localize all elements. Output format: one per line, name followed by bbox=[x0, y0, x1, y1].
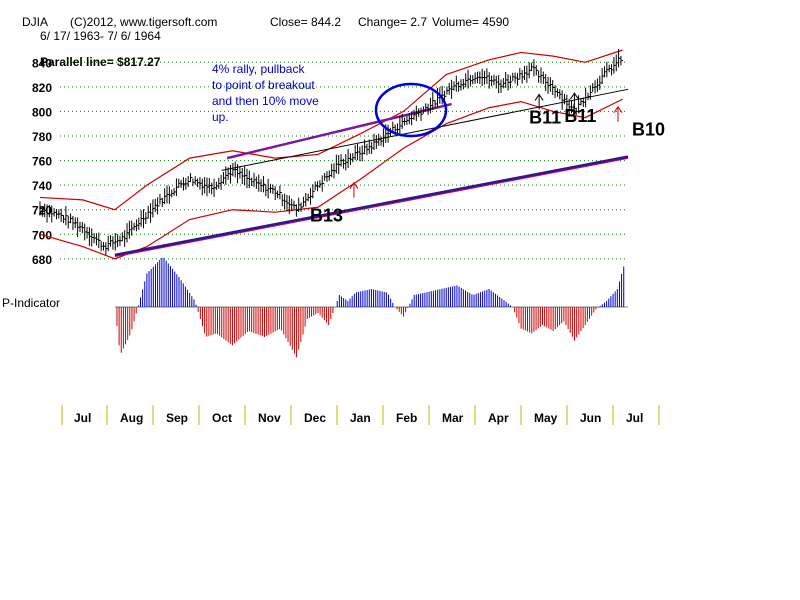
month-label: Jul bbox=[74, 411, 91, 425]
y-tick-label: 820 bbox=[32, 81, 52, 95]
signal-arrowhead bbox=[569, 92, 579, 100]
support-line bbox=[114, 155, 629, 257]
y-tick-label: 740 bbox=[32, 179, 52, 193]
signal-arrowhead bbox=[613, 105, 623, 113]
month-label: Aug bbox=[120, 411, 143, 425]
support-line-accent bbox=[114, 157, 629, 258]
header-symbol: DJIA bbox=[22, 15, 48, 29]
annotation-line-1: 4% rally, pullback bbox=[212, 62, 305, 76]
month-label: Feb bbox=[396, 411, 417, 425]
header-volume: Volume= 4590 bbox=[432, 15, 509, 29]
y-tick-label: 800 bbox=[32, 105, 52, 119]
signal-arrowhead bbox=[534, 93, 544, 101]
header-copyright: (C)2012, www.tigersoft.com bbox=[70, 15, 217, 29]
month-label: Oct bbox=[212, 411, 232, 425]
signal-label: B13 bbox=[310, 206, 343, 226]
signal-label: B10 bbox=[632, 120, 665, 140]
annotation-line-2: to point of breakout bbox=[212, 78, 315, 92]
header-date-range: 6/ 17/ 1963- 7/ 6/ 1964 bbox=[40, 29, 161, 43]
annotation: 4% rally, pullback to point of breakout … bbox=[212, 62, 319, 124]
month-label: Jun bbox=[580, 411, 601, 425]
month-label: Jul bbox=[626, 411, 643, 425]
price-bars bbox=[39, 49, 623, 255]
p-indicator bbox=[114, 257, 628, 358]
month-label: Sep bbox=[166, 411, 188, 425]
signals: B13 B11 B11 B10 bbox=[310, 92, 665, 226]
month-label: Jan bbox=[350, 411, 371, 425]
month-label: Nov bbox=[258, 411, 281, 425]
gridlines bbox=[60, 61, 628, 260]
indicator-label: P-Indicator bbox=[2, 296, 60, 310]
month-label: Dec bbox=[304, 411, 326, 425]
header-change: Change= 2.7 bbox=[358, 15, 427, 29]
breakout-circle bbox=[374, 82, 448, 138]
annotation-line-3: and then 10% move bbox=[212, 94, 319, 108]
month-label: Apr bbox=[488, 411, 509, 425]
annotation-line-4: up. bbox=[212, 110, 229, 124]
y-tick-label: 780 bbox=[32, 130, 52, 144]
signal-arrowhead bbox=[349, 181, 359, 189]
y-tick-label: 760 bbox=[32, 155, 52, 169]
month-label: Mar bbox=[442, 411, 464, 425]
upper-band bbox=[39, 49, 623, 211]
month-axis: Jul Aug Sep Oct Nov Dec Jan Feb Mar Apr May Jun Jul bbox=[61, 405, 660, 425]
header-close: Close= 844.2 bbox=[270, 15, 341, 29]
parallel-line bbox=[221, 88, 629, 171]
month-label: May bbox=[534, 411, 558, 425]
y-tick-label: 680 bbox=[32, 253, 52, 267]
y-tick-label: 840 bbox=[32, 56, 52, 70]
signal-label: B11 bbox=[564, 106, 596, 126]
signal-label: B11 bbox=[529, 107, 561, 127]
